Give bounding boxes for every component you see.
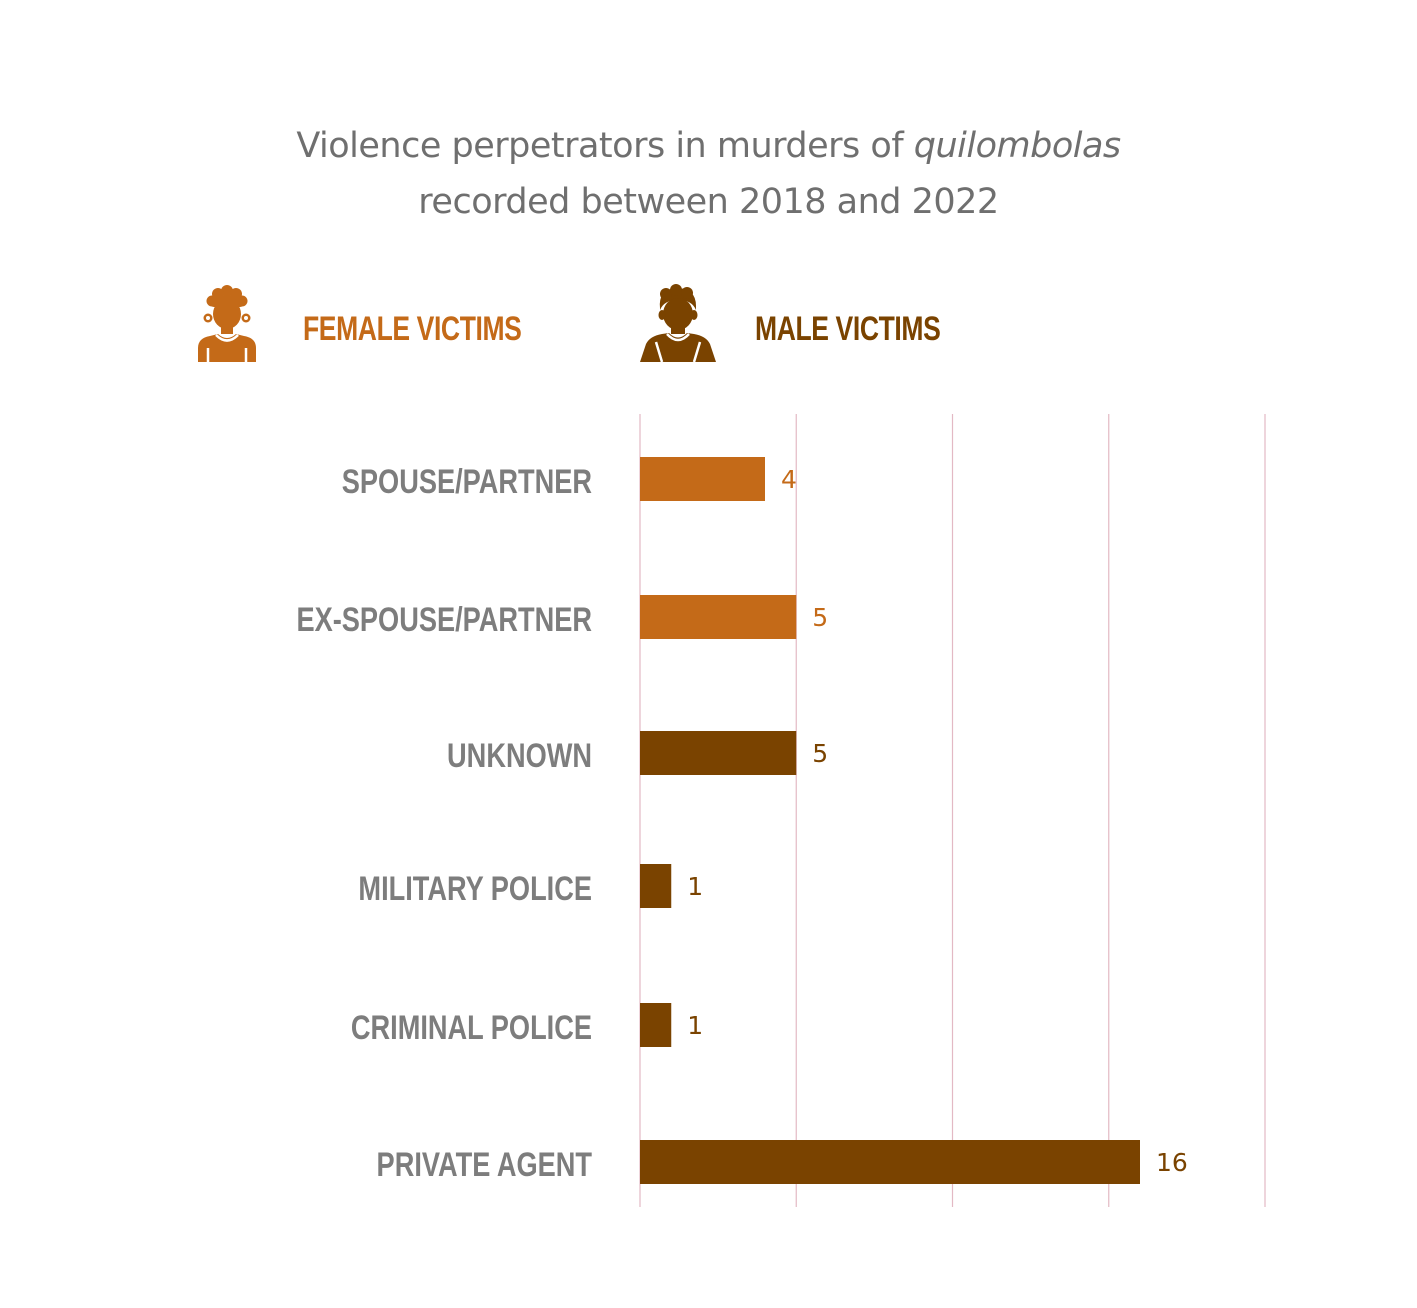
legend-label-female: FEMALE VICTIMS xyxy=(303,310,522,348)
category-label-spouse-partner: SPOUSE/PARTNER xyxy=(342,462,592,501)
category-label-criminal-police: CRIMINAL POLICE xyxy=(351,1008,592,1047)
value-labels: 4 5 5 1 1 16 xyxy=(687,465,1188,1177)
category-labels: SPOUSE/PARTNER EX-SPOUSE/PARTNER UNKNOWN MI… xyxy=(296,462,592,1184)
chart-title: Violence perpetrators in murders of quil… xyxy=(0,118,1417,230)
bar-private-agent-male xyxy=(640,1140,1140,1184)
category-label-unknown: UNKNOWN xyxy=(447,736,592,775)
value-label-unknown: 5 xyxy=(812,739,828,768)
legend-label-male: MALE VICTIMS xyxy=(755,310,941,348)
value-label-ex-spouse-partner: 5 xyxy=(812,603,828,632)
value-label-private-agent: 16 xyxy=(1156,1148,1188,1177)
bars xyxy=(640,457,1140,1184)
bar-spouse-partner-female xyxy=(640,457,765,501)
value-label-spouse-partner: 4 xyxy=(781,465,797,494)
bar-criminal-police-male xyxy=(640,1003,672,1047)
chart-title-line1: Violence perpetrators in murders of quil… xyxy=(0,118,1417,174)
category-label-private-agent: PRIVATE AGENT xyxy=(377,1145,593,1184)
value-label-military-police: 1 xyxy=(687,872,703,901)
female-person-icon xyxy=(198,285,256,362)
value-label-criminal-police: 1 xyxy=(687,1011,703,1040)
category-label-ex-spouse-partner: EX-SPOUSE/PARTNER xyxy=(296,600,592,639)
male-person-icon xyxy=(640,284,716,362)
bar-unknown-male xyxy=(640,731,797,775)
gridlines xyxy=(639,414,1266,1207)
bar-military-police-male xyxy=(640,864,672,908)
chart-title-italic: quilombolas xyxy=(913,126,1121,166)
chart-title-line2: recorded between 2018 and 2022 xyxy=(418,182,999,222)
chart-title-prefix: Violence perpetrators in murders of xyxy=(296,126,914,166)
category-label-military-police: MILITARY POLICE xyxy=(358,869,592,908)
bar-ex-spouse-partner-female xyxy=(640,595,797,639)
